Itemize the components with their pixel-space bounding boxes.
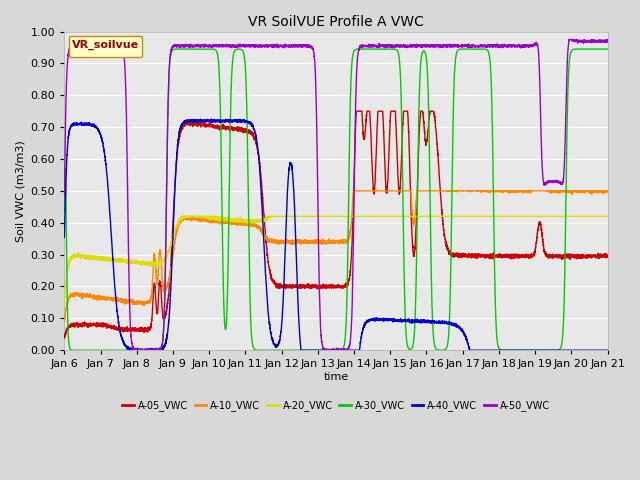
Y-axis label: Soil VWC (m3/m3): Soil VWC (m3/m3) — [15, 140, 25, 242]
Title: VR SoilVUE Profile A VWC: VR SoilVUE Profile A VWC — [248, 15, 424, 29]
Legend: A-05_VWC, A-10_VWC, A-20_VWC, A-30_VWC, A-40_VWC, A-50_VWC: A-05_VWC, A-10_VWC, A-20_VWC, A-30_VWC, … — [118, 396, 554, 415]
X-axis label: time: time — [323, 372, 349, 382]
